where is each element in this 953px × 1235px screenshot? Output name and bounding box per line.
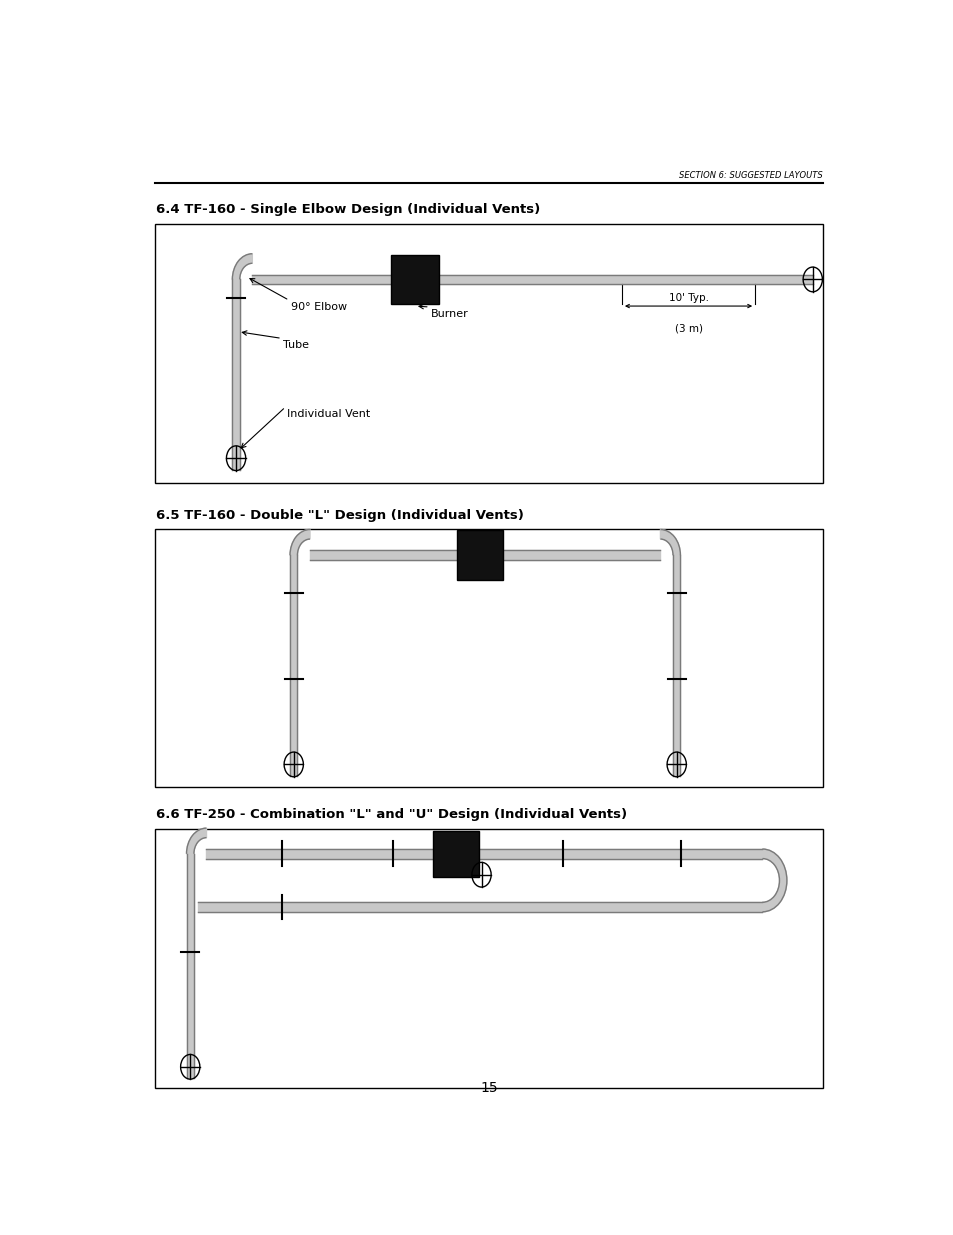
Text: 6.4 TF-160 - Single Elbow Design (Individual Vents): 6.4 TF-160 - Single Elbow Design (Indivi… [156,204,540,216]
Text: Individual Vent: Individual Vent [287,409,370,419]
Text: (3 m): (3 m) [674,324,701,333]
Text: 90° Elbow: 90° Elbow [291,303,347,312]
Polygon shape [187,829,206,853]
Bar [154,829,822,1088]
Bar [154,225,822,483]
Text: 6.6 TF-250 - Combination "L" and "U" Design (Individual Vents): 6.6 TF-250 - Combination "L" and "U" Des… [156,808,627,820]
Bar [456,531,502,580]
Text: 15: 15 [479,1082,497,1095]
Polygon shape [761,848,786,911]
Bar [433,831,478,877]
Polygon shape [233,253,252,279]
Text: Burner: Burner [431,309,469,319]
Text: SECTION 6: SUGGESTED LAYOUTS: SECTION 6: SUGGESTED LAYOUTS [679,170,822,179]
Text: 10' Typ.: 10' Typ. [668,293,708,304]
Bar [391,254,438,304]
Polygon shape [659,530,679,556]
Bar [154,529,822,787]
Text: 6.5 TF-160 - Double "L" Design (Individual Vents): 6.5 TF-160 - Double "L" Design (Individu… [156,509,523,522]
Polygon shape [290,530,310,556]
Text: Tube: Tube [283,341,309,351]
